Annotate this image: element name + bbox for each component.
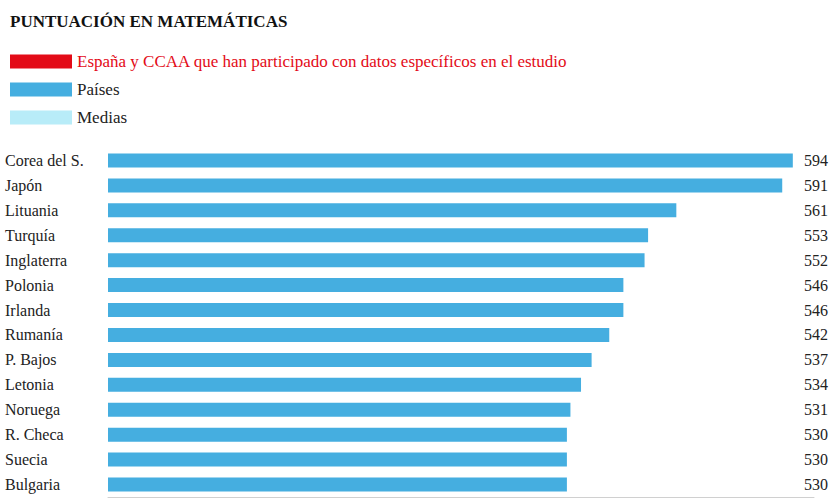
svg-text:Países: Países xyxy=(77,80,120,99)
svg-text:534: 534 xyxy=(804,376,828,393)
svg-text:R. Checa: R. Checa xyxy=(5,426,64,443)
svg-text:542: 542 xyxy=(804,326,828,343)
svg-text:Corea del S.: Corea del S. xyxy=(5,152,84,169)
svg-text:P. Bajos: P. Bajos xyxy=(5,351,57,369)
svg-text:537: 537 xyxy=(804,351,828,368)
svg-text:Bulgaria: Bulgaria xyxy=(5,476,60,494)
svg-text:Turquía: Turquía xyxy=(5,227,55,245)
svg-text:Lituania: Lituania xyxy=(5,202,58,219)
svg-text:Polonia: Polonia xyxy=(5,277,54,294)
svg-text:531: 531 xyxy=(804,401,828,418)
svg-text:594: 594 xyxy=(804,152,828,169)
svg-text:Letonia: Letonia xyxy=(5,376,54,393)
svg-text:530: 530 xyxy=(804,476,828,493)
svg-text:Noruega: Noruega xyxy=(5,401,60,419)
svg-text:552: 552 xyxy=(804,252,828,269)
svg-text:Irlanda: Irlanda xyxy=(5,302,50,319)
svg-text:553: 553 xyxy=(804,227,828,244)
svg-text:561: 561 xyxy=(804,202,828,219)
svg-text:591: 591 xyxy=(804,177,828,194)
svg-text:Japón: Japón xyxy=(5,177,42,195)
svg-text:546: 546 xyxy=(804,302,828,319)
svg-text:546: 546 xyxy=(804,277,828,294)
svg-text:España y CCAA que han particip: España y CCAA que han participado con da… xyxy=(77,52,567,71)
svg-text:530: 530 xyxy=(804,451,828,468)
svg-text:Suecia: Suecia xyxy=(5,451,48,468)
svg-text:Rumanía: Rumanía xyxy=(5,326,63,343)
svg-text:Medias: Medias xyxy=(77,108,127,127)
svg-text:530: 530 xyxy=(804,426,828,443)
svg-text:Inglaterra: Inglaterra xyxy=(5,252,67,270)
svg-text:PUNTUACIÓN EN MATEMÁTICAS: PUNTUACIÓN EN MATEMÁTICAS xyxy=(10,12,287,31)
